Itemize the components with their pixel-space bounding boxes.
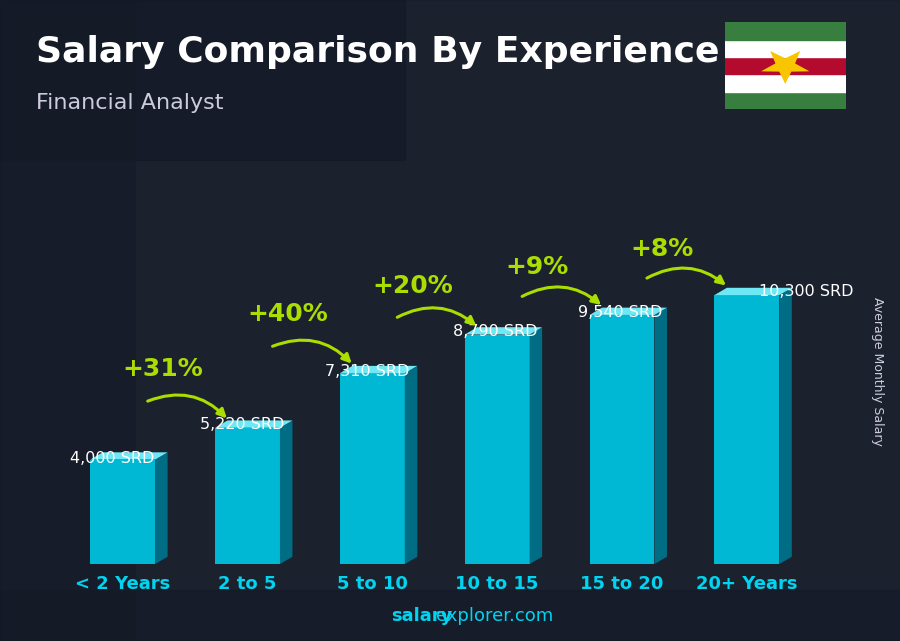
Bar — [724, 74, 846, 92]
Polygon shape — [280, 420, 292, 564]
Polygon shape — [761, 51, 809, 84]
Polygon shape — [90, 453, 167, 460]
Polygon shape — [215, 420, 292, 428]
Text: +40%: +40% — [248, 303, 328, 326]
Polygon shape — [590, 308, 667, 315]
Polygon shape — [654, 308, 667, 564]
Polygon shape — [215, 428, 280, 564]
Text: Average Monthly Salary: Average Monthly Salary — [871, 297, 884, 446]
Bar — [0, 590, 900, 641]
Bar — [724, 92, 846, 109]
Polygon shape — [590, 315, 654, 564]
Text: 8,790 SRD: 8,790 SRD — [454, 324, 538, 339]
Text: explorer.com: explorer.com — [436, 607, 553, 625]
Text: 10,300 SRD: 10,300 SRD — [760, 284, 854, 299]
Polygon shape — [340, 373, 405, 564]
Text: +31%: +31% — [122, 357, 203, 381]
Text: +9%: +9% — [506, 255, 569, 279]
Polygon shape — [715, 295, 779, 564]
Polygon shape — [405, 366, 418, 564]
Text: Salary Comparison By Experience: Salary Comparison By Experience — [36, 35, 719, 69]
Bar — [0, 0, 135, 641]
Text: +20%: +20% — [372, 274, 453, 297]
Polygon shape — [529, 327, 542, 564]
Text: 4,000 SRD: 4,000 SRD — [70, 451, 155, 466]
Polygon shape — [715, 288, 792, 295]
Bar — [724, 57, 846, 74]
Polygon shape — [90, 460, 155, 564]
Polygon shape — [779, 288, 792, 564]
Polygon shape — [155, 453, 167, 564]
Text: salary: salary — [392, 607, 453, 625]
Bar — [724, 40, 846, 57]
Text: 9,540 SRD: 9,540 SRD — [579, 305, 662, 320]
Polygon shape — [340, 366, 418, 373]
Text: +8%: +8% — [630, 237, 694, 261]
Text: 5,220 SRD: 5,220 SRD — [200, 417, 284, 432]
Bar — [724, 22, 846, 40]
Bar — [0, 0, 405, 160]
Text: 7,310 SRD: 7,310 SRD — [325, 363, 410, 379]
Text: Financial Analyst: Financial Analyst — [36, 93, 223, 113]
Polygon shape — [464, 335, 529, 564]
Polygon shape — [464, 327, 542, 335]
